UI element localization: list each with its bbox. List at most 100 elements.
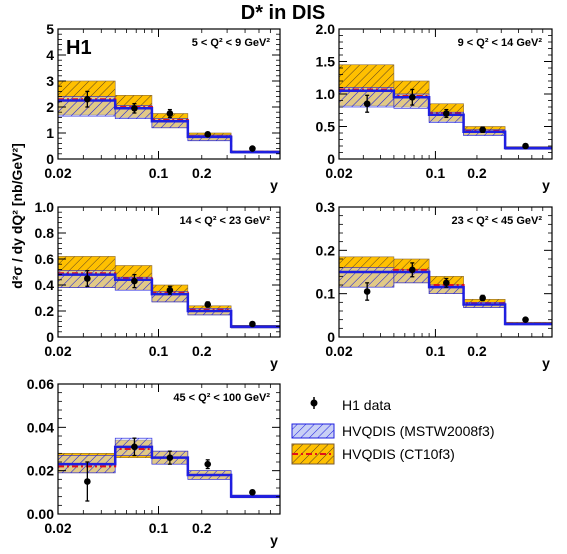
legend-label-data: H1 data	[342, 397, 391, 413]
y-tick-label: 0.00	[27, 506, 54, 522]
x-tick-label: 0.02	[44, 343, 71, 359]
y-tick-label: 2	[46, 99, 54, 115]
legend-mstw-hatch	[291, 423, 335, 439]
x-tick-label: 0.1	[426, 165, 446, 181]
x-tick-label: 0.02	[44, 520, 71, 536]
y-tick-label: 3	[46, 73, 54, 89]
data-point	[249, 320, 256, 328]
panel-frame	[57, 28, 281, 160]
data-point	[204, 460, 212, 468]
y-tick-label: 0.06	[27, 376, 54, 392]
x-tick-label: 0.2	[467, 165, 487, 181]
y-tick-label: 0.02	[27, 463, 54, 479]
x-tick-label: 0.2	[192, 165, 212, 181]
panel-frame	[57, 383, 281, 515]
data-point	[131, 277, 138, 285]
y-tick-label: 4	[46, 47, 54, 63]
data-point	[166, 110, 174, 117]
y-tick-label: 2.0	[316, 21, 336, 37]
panel-1: 0 1 2 3 4 5 0.02 0.1 0.2 y 5 < Q² < 9 GeV²	[44, 21, 281, 193]
legend-entry-data: H1 data	[310, 397, 391, 413]
data-point	[131, 105, 138, 112]
panels-group: 0 1 2 3 4 5 0.02 0.1 0.2 y 5 < Q² < 9 GeV² 0 0.5 1.0 1…	[27, 21, 553, 548]
legend-label-mstw: HVQDIS (MSTW2008f3)	[342, 423, 494, 439]
y-tick-label: 0.6	[35, 251, 55, 267]
y-tick-label: 0.5	[316, 119, 336, 135]
x-tick-label: 0.2	[192, 343, 212, 359]
y-tick-label: 0	[327, 151, 335, 167]
data-point	[84, 478, 91, 485]
x-tick-label: 0.1	[149, 343, 169, 359]
x-axis-label: y	[270, 177, 278, 193]
x-tick-label: 0.1	[149, 520, 169, 536]
data-point	[522, 316, 529, 323]
experiment-label: H1	[66, 37, 92, 59]
x-tick-label: 0.2	[192, 520, 212, 536]
data-point	[84, 95, 91, 103]
data-point	[249, 145, 256, 152]
data-point	[204, 131, 212, 138]
mstw-central-line	[58, 99, 280, 154]
panel-4: 0 0.1 0.2 0.3 0.02 0.1 0.2 y 23 < Q² < 45 GeV²	[316, 199, 553, 371]
panel-2: 0 0.5 1.0 1.5 2.0 0.02 0.1 0.2 y 9 < Q² < 14 GeV²	[316, 21, 553, 193]
data-point	[363, 100, 371, 108]
y-tick-label: 0.4	[35, 277, 55, 293]
y-axis-label: d²σ / dy dQ² [nb/GeV²]	[9, 143, 25, 289]
data-point	[166, 454, 174, 461]
q2-range-label: 45 < Q² < 100 GeV²	[173, 392, 270, 404]
x-axis-label: y	[270, 355, 278, 371]
y-tick-label: 0.2	[35, 303, 55, 319]
y-tick-label: 1.0	[316, 86, 336, 102]
data-point	[249, 489, 256, 496]
x-tick-label: 0.02	[44, 165, 71, 181]
y-tick-label: 0	[46, 329, 54, 345]
y-tick-label: 0	[46, 151, 54, 167]
panel-3: 0 0.2 0.4 0.6 0.8 1.0 0.02 0.1 0.2 y 14 < Q² < 23 …	[35, 199, 281, 371]
x-tick-label: 0.02	[325, 165, 352, 181]
mstw-central-line	[339, 270, 552, 326]
q2-range-label: 5 < Q² < 9 GeV²	[192, 37, 271, 49]
y-tick-label: 0.8	[35, 225, 55, 241]
x-axis-label: y	[542, 355, 550, 371]
data-point	[204, 301, 212, 308]
legend-entry-mstw: HVQDIS (MSTW2008f3)	[291, 423, 494, 439]
q2-range-label: 23 < Q² < 45 GeV²	[452, 215, 543, 227]
legend: H1 data HVQDIS (MSTW2008f3) HVQDIS (CT10…	[291, 397, 494, 465]
y-tick-label: 1.0	[35, 199, 55, 215]
q2-range-label: 9 < Q² < 14 GeV²	[458, 37, 543, 49]
panel-frame	[338, 206, 553, 338]
data-point	[479, 126, 486, 134]
data-point	[522, 142, 529, 150]
y-tick-label: 0.04	[27, 419, 54, 435]
y-tick-label: 1.5	[316, 54, 336, 70]
x-axis-label: y	[542, 177, 550, 193]
data-point	[409, 93, 416, 101]
y-tick-label: 1	[46, 125, 54, 141]
data-point	[166, 286, 174, 294]
y-tick-label: 0.2	[316, 242, 336, 258]
y-tick-label: 0.3	[316, 199, 336, 215]
panel-frame	[57, 206, 281, 338]
legend-label-ct10: HVQDIS (CT10f3)	[342, 446, 455, 462]
x-tick-label: 0.1	[149, 165, 169, 181]
y-tick-label: 5	[46, 21, 54, 37]
y-tick-label: 0	[327, 329, 335, 345]
x-tick-label: 0.1	[426, 343, 446, 359]
legend-ct10-hatch	[291, 443, 335, 465]
figure-title: D* in DIS	[241, 2, 325, 24]
y-tick-label: 0.1	[316, 286, 336, 302]
data-point	[479, 294, 486, 302]
data-point	[363, 288, 371, 295]
data-point	[84, 275, 91, 282]
data-point	[131, 443, 138, 451]
data-point	[443, 110, 450, 117]
x-tick-label: 0.2	[467, 343, 487, 359]
x-axis-label: y	[270, 532, 278, 548]
legend-entry-ct10: HVQDIS (CT10f3)	[291, 443, 455, 465]
x-tick-label: 0.02	[325, 343, 352, 359]
q2-range-label: 14 < Q² < 23 GeV²	[180, 215, 271, 227]
data-point	[409, 266, 416, 274]
mstw-band-hatch	[338, 267, 395, 288]
